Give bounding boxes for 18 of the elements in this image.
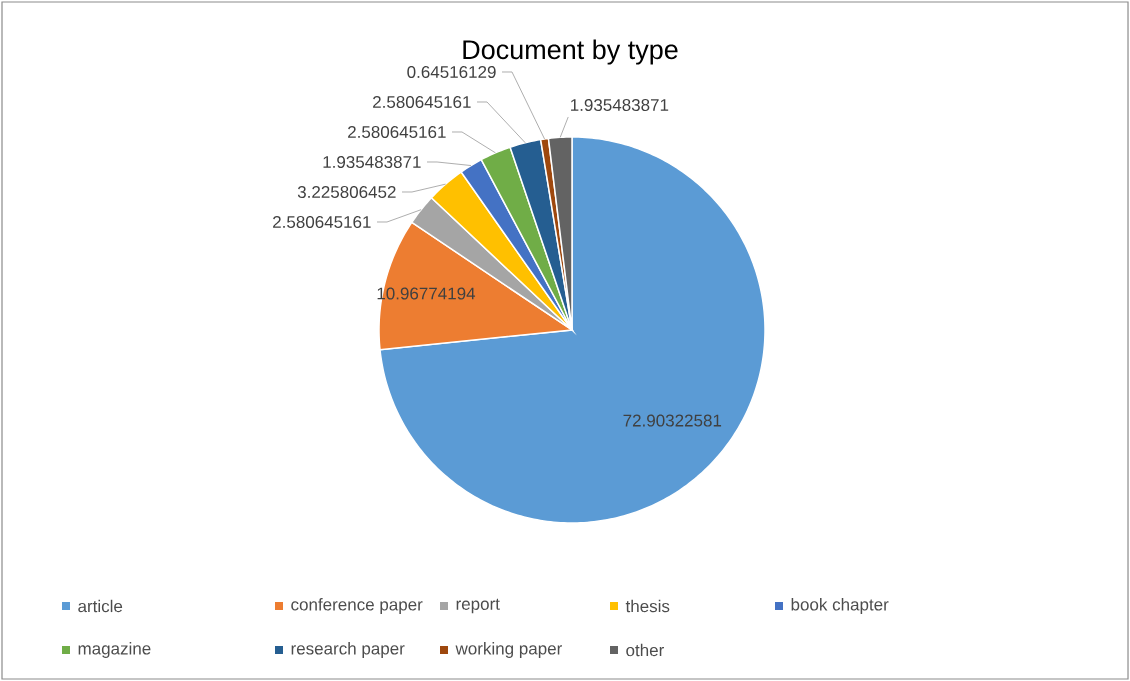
legend-label: thesis [625,599,670,613]
data-label: 72.90322581 [623,414,722,427]
data-label: 2.580645161 [373,95,471,109]
legend-label: working paper [455,642,562,658]
data-label: 2.580645161 [348,125,446,139]
data-label: 1.935483871 [323,155,421,169]
data-label: 2.580645161 [273,215,371,229]
legend-label: other [626,643,664,657]
chart-title: Document by type [463,39,678,65]
legend-label: conference paper [291,598,423,614]
legend-label: article [78,599,123,613]
legend-label: book chapter [791,598,889,614]
data-label: 3.225806452 [297,185,396,199]
legend-label: research paper [291,642,405,658]
legend-label: magazine [78,642,151,658]
data-label: 1.935483871 [571,98,669,112]
data-label: 0.64516129 [407,65,496,79]
legend-label: report [456,598,500,614]
